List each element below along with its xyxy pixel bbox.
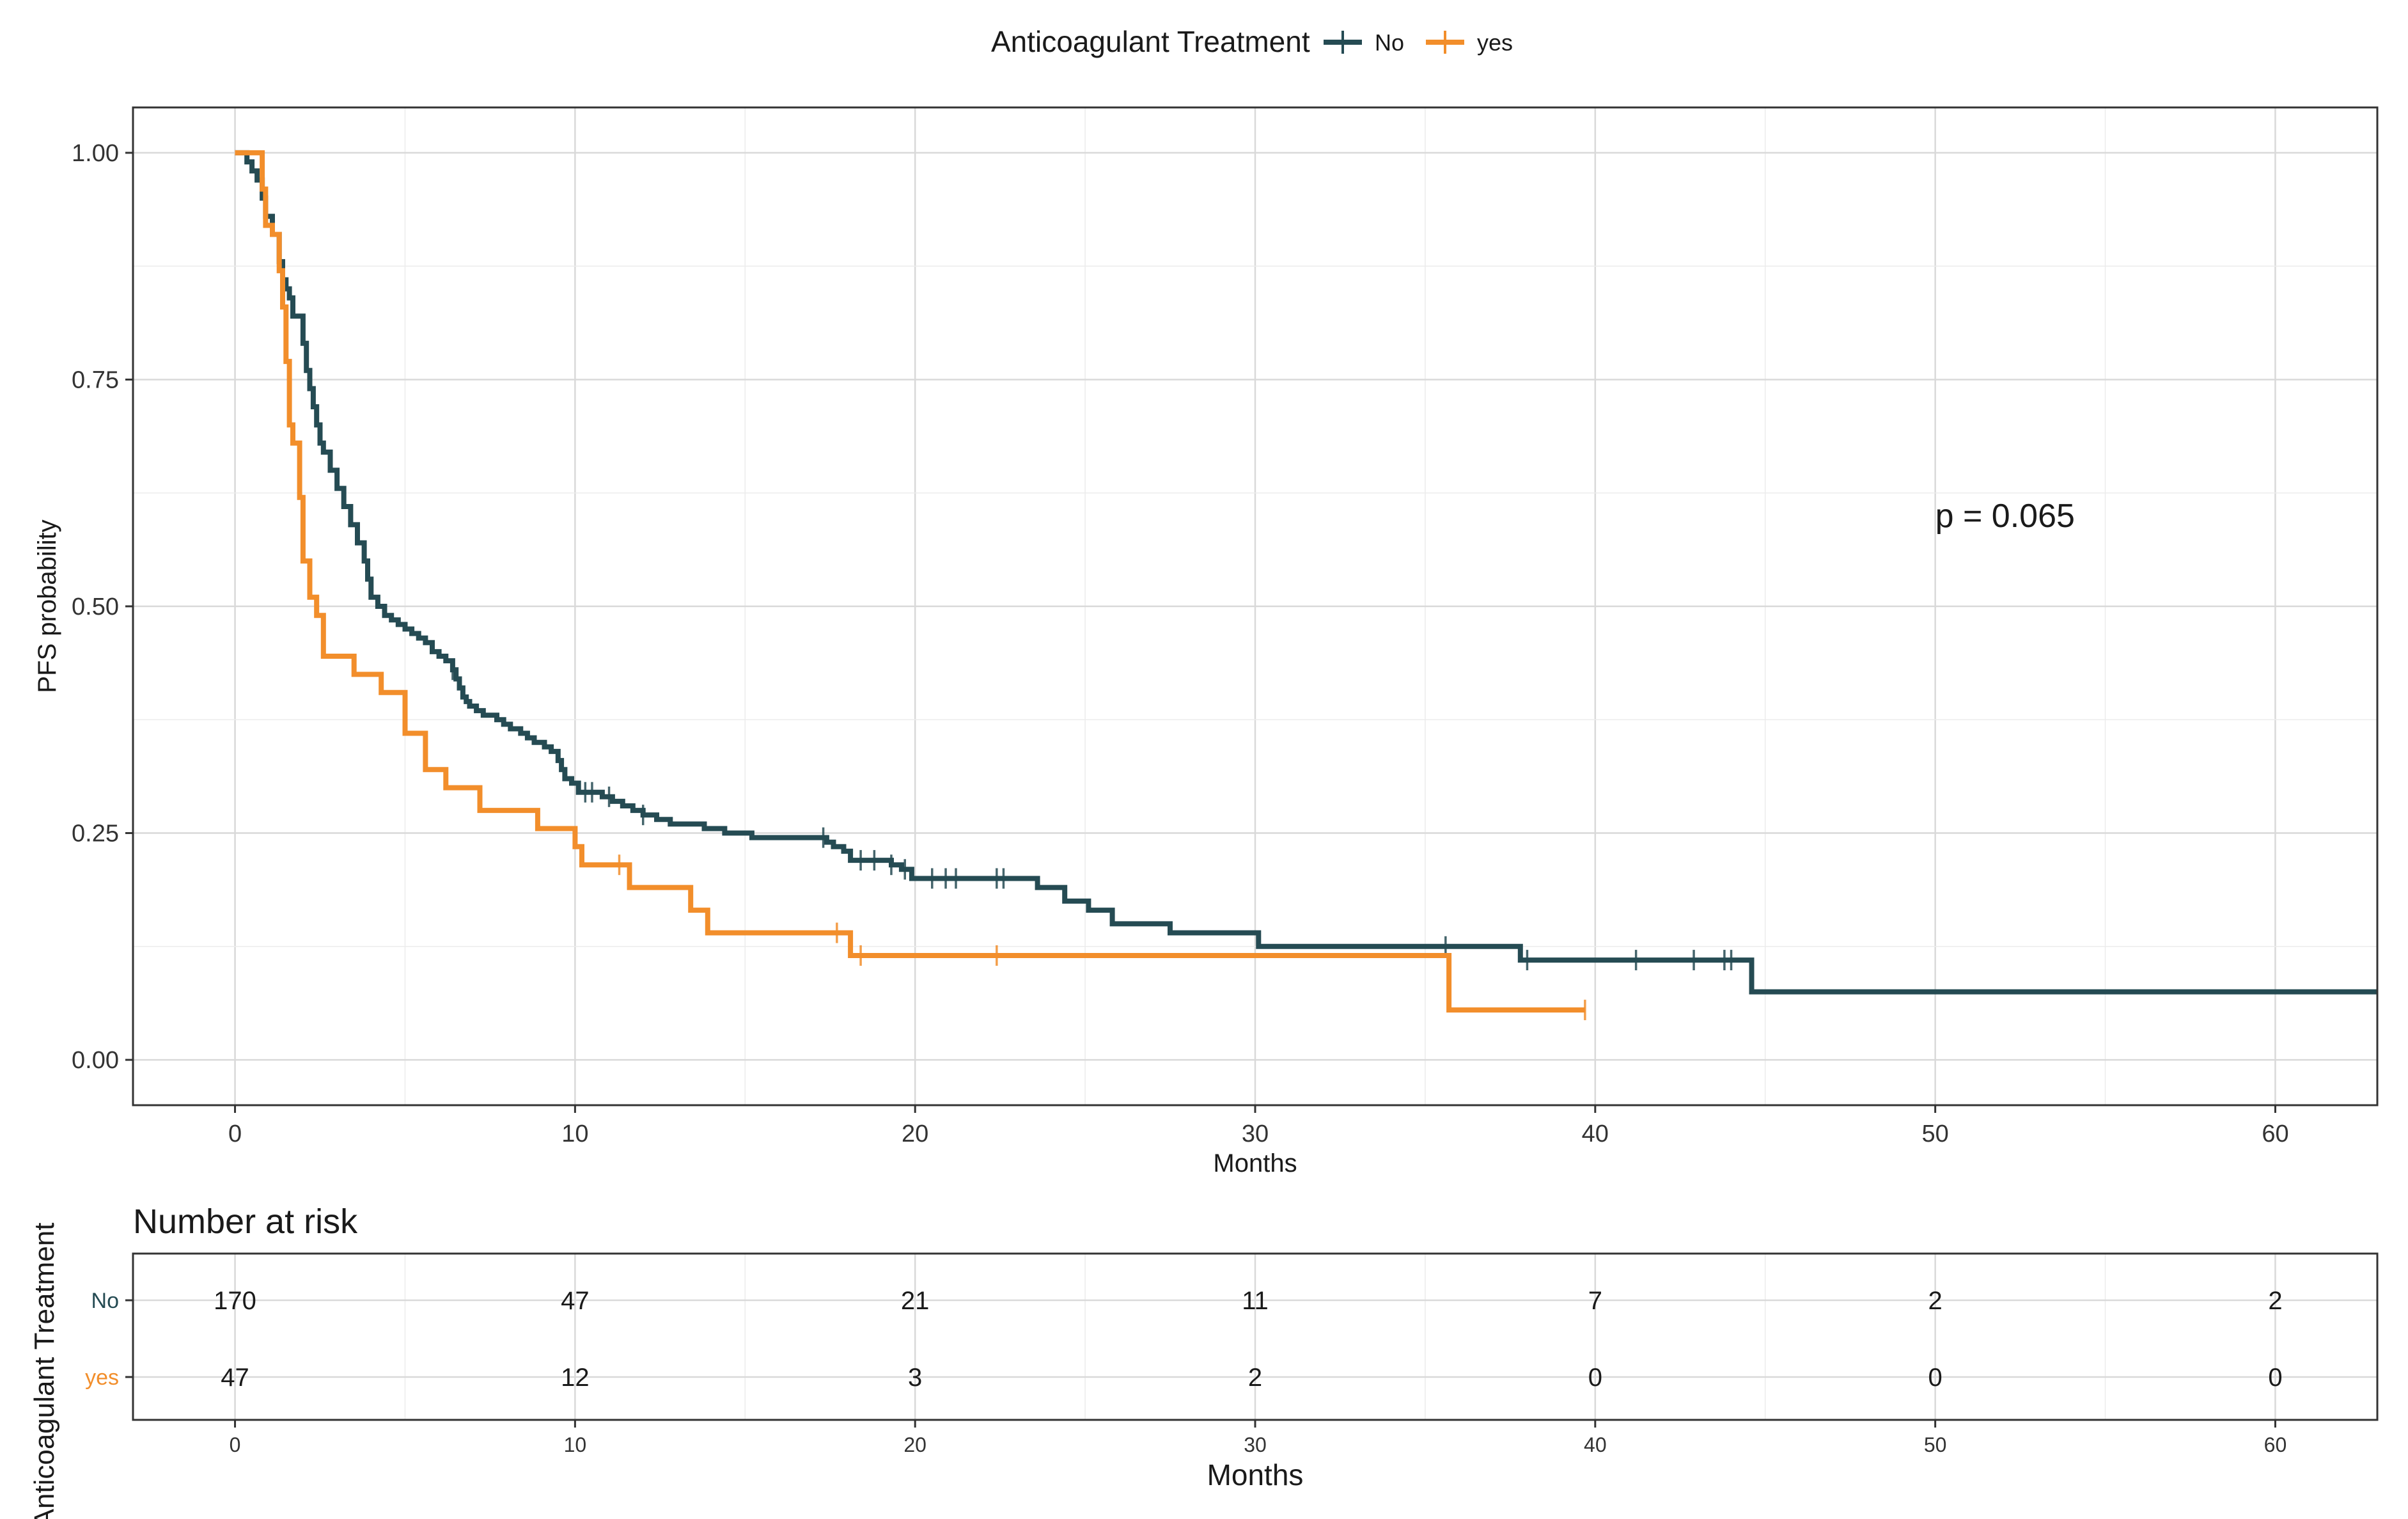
risk-x-tick-label: 0 bbox=[230, 1433, 241, 1456]
risk-count-cell: 0 bbox=[1928, 1364, 1943, 1392]
y-tick-label: 0.50 bbox=[72, 594, 119, 620]
risk-count-cell: 2 bbox=[1928, 1287, 1943, 1315]
risk-count-cell: 47 bbox=[221, 1364, 249, 1392]
legend-title: Anticoagulant Treatment bbox=[991, 25, 1310, 58]
risk-count-cell: 2 bbox=[1248, 1364, 1262, 1392]
risk-x-tick-label: 60 bbox=[2264, 1433, 2287, 1456]
x-tick-label: 0 bbox=[228, 1121, 242, 1147]
survival-curves bbox=[235, 150, 2377, 1021]
survival-curve-no bbox=[235, 150, 2377, 995]
y-axis-ticks: 0.00 0.25 0.50 0.75 1.00 bbox=[72, 140, 133, 1074]
legend-label-no: No bbox=[1375, 29, 1404, 56]
risk-count-cell: 3 bbox=[908, 1364, 922, 1392]
legend-item-yes: yes bbox=[1426, 29, 1513, 56]
p-value-annotation: p = 0.065 bbox=[1935, 498, 2075, 535]
risk-count-cell: 2 bbox=[2268, 1287, 2282, 1315]
x-axis-ticks: 0 10 20 30 40 50 60 bbox=[228, 1105, 2289, 1147]
legend-label-yes: yes bbox=[1477, 29, 1513, 56]
x-tick-label: 40 bbox=[1582, 1121, 1609, 1147]
risk-x-tick-label: 20 bbox=[903, 1433, 926, 1456]
risk-count-cell: 21 bbox=[901, 1287, 930, 1315]
risk-count-cell: 0 bbox=[2268, 1364, 2282, 1392]
risk-x-tick-label: 50 bbox=[1924, 1433, 1947, 1456]
x-tick-label: 10 bbox=[561, 1121, 588, 1147]
risk-x-axis-ticks: 0 10 20 30 40 50 60 bbox=[230, 1420, 2287, 1456]
x-tick-label: 50 bbox=[1921, 1121, 1948, 1147]
risk-table-title: Number at risk bbox=[133, 1202, 358, 1241]
risk-table-cells: No 170 47 21 11 7 2 2 yes 47 12 3 2 0 0 0 bbox=[85, 1287, 2283, 1392]
series-no bbox=[235, 150, 2377, 995]
legend: Anticoagulant Treatment No yes bbox=[991, 25, 1513, 58]
y-tick-label: 0.00 bbox=[72, 1047, 119, 1074]
x-tick-label: 30 bbox=[1242, 1121, 1269, 1147]
main-gridlines bbox=[133, 107, 2377, 1105]
risk-row-label-no: No bbox=[91, 1289, 119, 1313]
y-tick-label: 1.00 bbox=[72, 140, 119, 167]
risk-count-cell: 11 bbox=[1242, 1287, 1269, 1315]
risk-count-cell: 0 bbox=[1588, 1364, 1602, 1392]
y-axis-title: PFS probability bbox=[33, 519, 61, 693]
y-tick-label: 0.25 bbox=[72, 821, 119, 847]
legend-item-no: No bbox=[1324, 29, 1404, 56]
risk-y-axis-title: Anticoagulant Treatment bbox=[29, 1223, 60, 1519]
risk-count-cell: 7 bbox=[1588, 1287, 1602, 1315]
series-yes bbox=[235, 150, 1586, 1021]
risk-x-tick-label: 30 bbox=[1244, 1433, 1267, 1456]
y-tick-label: 0.75 bbox=[72, 366, 119, 393]
risk-count-cell: 47 bbox=[561, 1287, 590, 1315]
risk-row-label-yes: yes bbox=[85, 1366, 119, 1390]
survival-plot-panel: 0 10 20 30 40 50 60 0.00 0.25 0.50 0.75 1.00 Month… bbox=[33, 106, 2379, 1177]
risk-table-gridlines bbox=[133, 1254, 2377, 1420]
risk-x-tick-label: 40 bbox=[1584, 1433, 1607, 1456]
risk-count-cell: 12 bbox=[561, 1364, 590, 1392]
risk-x-tick-label: 10 bbox=[564, 1433, 587, 1456]
x-tick-label: 60 bbox=[2262, 1121, 2288, 1147]
x-axis-title: Months bbox=[1213, 1149, 1297, 1177]
x-tick-label: 20 bbox=[902, 1121, 928, 1147]
risk-count-cell: 170 bbox=[214, 1287, 256, 1315]
survival-curve-yes bbox=[235, 150, 1585, 1013]
risk-x-axis-title: Months bbox=[1207, 1458, 1304, 1491]
